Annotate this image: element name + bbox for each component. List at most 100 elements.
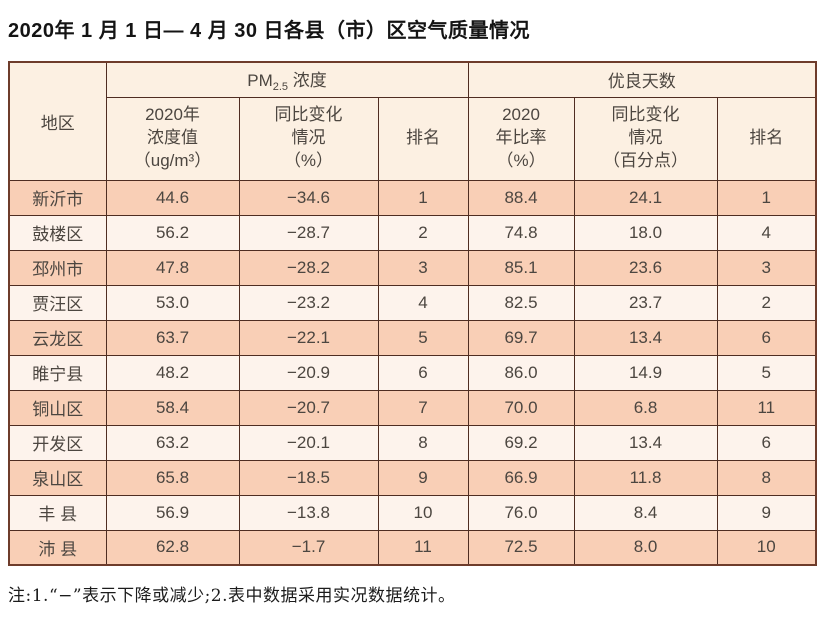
cell-pm-rank: 11: [377, 529, 469, 566]
cell-region: 开发区: [8, 424, 107, 461]
cell-good-days-rank: 3: [716, 249, 817, 286]
cell-region: 鼓楼区: [8, 214, 107, 251]
cell-good-days-rank: 5: [716, 354, 817, 391]
cell-good-days-rank: 8: [716, 459, 817, 496]
cell-pm-value: 63.7: [105, 319, 240, 356]
header-row-groups: 地区 PM2.5 浓度 优良天数: [8, 61, 817, 181]
table-row: 铜山区 58.4 −20.7 7 70.0 6.8 11: [8, 389, 817, 426]
cell-region: 沛 县: [8, 529, 107, 566]
header-group-pm25: PM2.5 浓度: [105, 61, 469, 98]
cell-good-days-rank: 4: [716, 214, 817, 251]
cell-good-days-change: 24.1: [573, 179, 718, 216]
cell-good-days-rate: 69.2: [467, 424, 575, 461]
cell-pm-change: −20.9: [238, 354, 379, 391]
page: 2020年 1 月 1 日— 4 月 30 日各县（市）区空气质量情况 地区 P…: [8, 20, 818, 606]
cell-pm-change: −1.7: [238, 529, 379, 566]
cell-region: 邳州市: [8, 249, 107, 286]
cell-good-days-change: 18.0: [573, 214, 718, 251]
cell-pm-change: −20.7: [238, 389, 379, 426]
cell-pm-rank: 7: [377, 389, 469, 426]
table-row: 鼓楼区 56.2 −28.7 2 74.8 18.0 4: [8, 214, 817, 251]
cell-pm-rank: 4: [377, 284, 469, 321]
cell-pm-value: 56.9: [105, 494, 240, 531]
cell-pm-change: −28.7: [238, 214, 379, 251]
cell-good-days-change: 14.9: [573, 354, 718, 391]
cell-good-days-rate: 69.7: [467, 319, 575, 356]
table-row: 泉山区 65.8 −18.5 9 66.9 11.8 8: [8, 459, 817, 496]
cell-pm-value: 47.8: [105, 249, 240, 286]
header-good-days-rate: 2020 年比率 （%）: [467, 96, 575, 181]
cell-pm-change: −18.5: [238, 459, 379, 496]
table-row: 丰 县 56.9 −13.8 10 76.0 8.4 9: [8, 494, 817, 531]
cell-pm-value: 44.6: [105, 179, 240, 216]
table-body: 新沂市 44.6 −34.6 1 88.4 24.1 1 鼓楼区 56.2 −2…: [8, 179, 817, 566]
cell-pm-value: 53.0: [105, 284, 240, 321]
cell-pm-value: 65.8: [105, 459, 240, 496]
cell-good-days-rank: 11: [716, 389, 817, 426]
cell-pm-rank: 2: [377, 214, 469, 251]
cell-pm-change: −20.1: [238, 424, 379, 461]
cell-good-days-change: 23.7: [573, 284, 718, 321]
header-good-days-rank: 排名: [716, 96, 817, 181]
cell-good-days-rank: 1: [716, 179, 817, 216]
cell-pm-rank: 9: [377, 459, 469, 496]
cell-pm-change: −28.2: [238, 249, 379, 286]
table-row: 邳州市 47.8 −28.2 3 85.1 23.6 3: [8, 249, 817, 286]
footnote: 注:1.“−”表示下降或减少;2.表中数据采用实况数据统计。: [8, 586, 456, 606]
cell-good-days-rank: 6: [716, 424, 817, 461]
cell-good-days-rate: 72.5: [467, 529, 575, 566]
cell-good-days-rate: 66.9: [467, 459, 575, 496]
cell-pm-value: 63.2: [105, 424, 240, 461]
cell-pm-change: −34.6: [238, 179, 379, 216]
cell-region: 丰 县: [8, 494, 107, 531]
cell-pm-rank: 8: [377, 424, 469, 461]
table-row: 新沂市 44.6 −34.6 1 88.4 24.1 1: [8, 179, 817, 216]
cell-good-days-rank: 9: [716, 494, 817, 531]
cell-good-days-rate: 76.0: [467, 494, 575, 531]
cell-good-days-change: 6.8: [573, 389, 718, 426]
cell-good-days-rate: 88.4: [467, 179, 575, 216]
header-group-good-days: 优良天数: [467, 61, 817, 98]
cell-good-days-rank: 10: [716, 529, 817, 566]
cell-pm-value: 58.4: [105, 389, 240, 426]
cell-pm-value: 56.2: [105, 214, 240, 251]
pm25-label-subscript: 2.5: [272, 81, 289, 94]
header-region: 地区: [8, 61, 107, 181]
cell-pm-rank: 1: [377, 179, 469, 216]
cell-region: 贾汪区: [8, 284, 107, 321]
cell-pm-change: −22.1: [238, 319, 379, 356]
cell-good-days-change: 11.8: [573, 459, 718, 496]
header-row-subcolumns: 2020年 浓度值 （ug/m³） 同比变化 情况 （%） 排名 2020 年比…: [9, 96, 817, 181]
cell-region: 新沂市: [8, 179, 107, 216]
cell-pm-value: 62.8: [105, 529, 240, 566]
cell-good-days-rate: 82.5: [467, 284, 575, 321]
cell-good-days-change: 8.4: [573, 494, 718, 531]
cell-good-days-rate: 74.8: [467, 214, 575, 251]
cell-good-days-change: 13.4: [573, 424, 718, 461]
pm25-label-suffix: 浓度: [288, 71, 327, 91]
cell-good-days-rate: 85.1: [467, 249, 575, 286]
header-pm-value: 2020年 浓度值 （ug/m³）: [105, 96, 240, 181]
table-header: 地区 PM2.5 浓度 优良天数 2020年 浓度值 （ug/m³） 同比变化 …: [8, 61, 817, 181]
cell-good-days-rank: 2: [716, 284, 817, 321]
cell-good-days-rank: 6: [716, 319, 817, 356]
cell-region: 铜山区: [8, 389, 107, 426]
cell-good-days-rate: 70.0: [467, 389, 575, 426]
table-row: 沛 县 62.8 −1.7 11 72.5 8.0 10: [8, 529, 817, 566]
cell-good-days-change: 8.0: [573, 529, 718, 566]
cell-region: 泉山区: [8, 459, 107, 496]
cell-pm-change: −13.8: [238, 494, 379, 531]
cell-pm-change: −23.2: [238, 284, 379, 321]
header-pm-change: 同比变化 情况 （%）: [238, 96, 379, 181]
header-pm-rank: 排名: [377, 96, 469, 181]
table-row: 贾汪区 53.0 −23.2 4 82.5 23.7 2: [8, 284, 817, 321]
cell-pm-rank: 3: [377, 249, 469, 286]
cell-good-days-change: 13.4: [573, 319, 718, 356]
cell-pm-rank: 5: [377, 319, 469, 356]
table-row: 睢宁县 48.2 −20.9 6 86.0 14.9 5: [8, 354, 817, 391]
pm25-label-prefix: PM: [247, 71, 273, 91]
cell-pm-value: 48.2: [105, 354, 240, 391]
cell-pm-rank: 10: [377, 494, 469, 531]
cell-good-days-rate: 86.0: [467, 354, 575, 391]
page-title: 2020年 1 月 1 日— 4 月 30 日各县（市）区空气质量情况: [8, 20, 531, 42]
